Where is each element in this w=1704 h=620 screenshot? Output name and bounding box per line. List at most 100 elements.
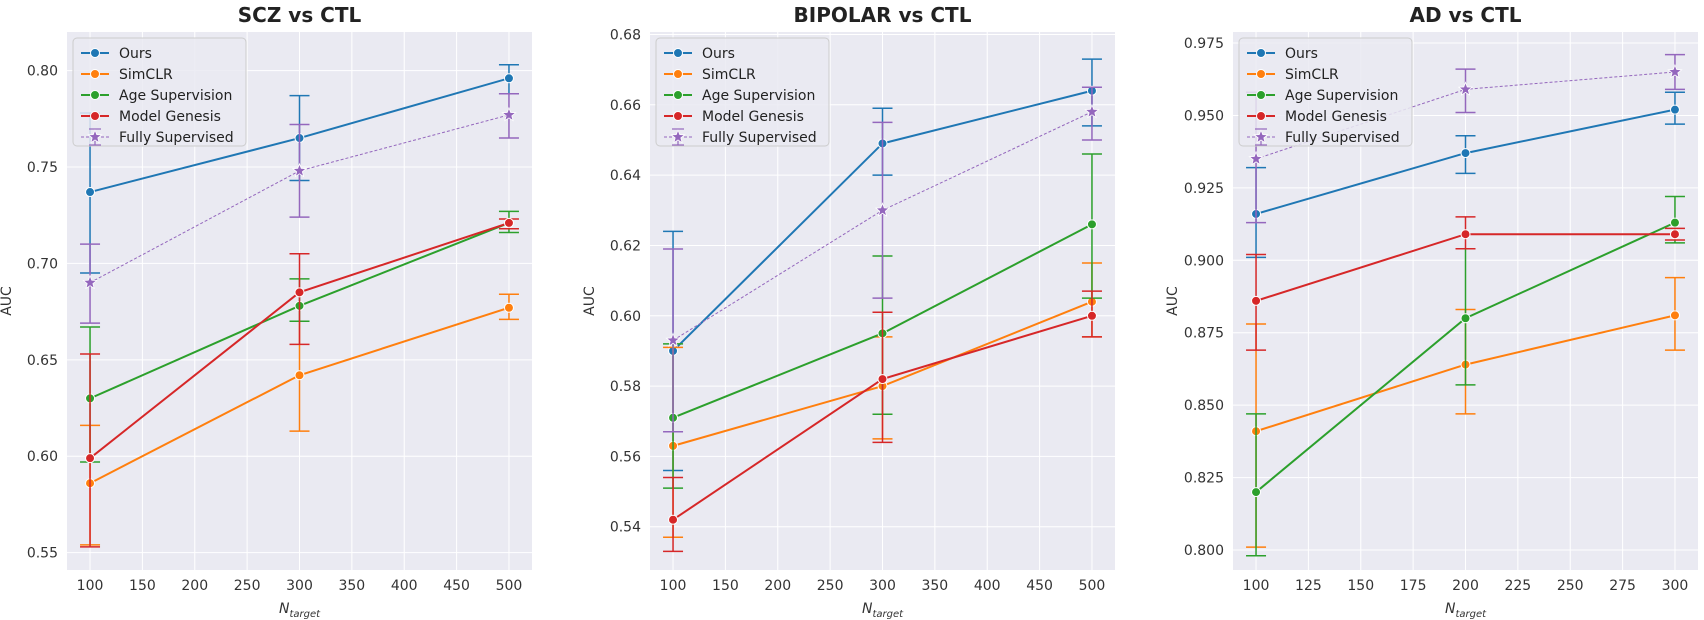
legend-item-fully-supervised: Fully Supervised: [1247, 128, 1400, 146]
legend-marker-age-supervision: [90, 90, 100, 100]
data-point-ours: [85, 187, 96, 198]
y-tick-label: 0.850: [1184, 398, 1224, 414]
legend-label-simclr: SimCLR: [119, 67, 173, 83]
data-point-age-supervision: [1460, 313, 1471, 324]
legend-marker-simclr: [90, 69, 100, 79]
legend-label-fully-supervised: Fully Supervised: [119, 130, 234, 146]
x-tick-label: 350: [338, 578, 365, 594]
legend-marker-age-supervision: [1256, 90, 1266, 100]
x-tick-label: 300: [869, 578, 896, 594]
x-tick-label: 350: [921, 578, 948, 594]
data-point-model-genesis: [1460, 229, 1471, 240]
legend-item-simclr: SimCLR: [664, 67, 756, 83]
data-point-fully-supervised: [501, 106, 517, 122]
x-tick-label: 250: [1557, 578, 1584, 594]
legend: Ours SimCLR Age Supervision Model Genesis Fu…: [655, 37, 830, 147]
legend-label-simclr: SimCLR: [1285, 67, 1339, 83]
y-tick-label: 0.825: [1184, 471, 1224, 487]
x-tick-label: 175: [1400, 578, 1427, 594]
y-tick-label: 0.58: [610, 379, 641, 395]
data-point-fully-supervised: [1667, 63, 1683, 79]
legend-label-model-genesis: Model Genesis: [1285, 109, 1387, 125]
legend-item-ours: Ours: [664, 46, 735, 62]
data-point-ours: [1669, 104, 1680, 115]
legend-item-model-genesis: Model Genesis: [1247, 109, 1387, 125]
x-tick-label: 125: [1295, 578, 1322, 594]
data-point-fully-supervised: [291, 162, 308, 178]
x-axis-label-main: N: [862, 601, 873, 617]
legend-marker-ours: [1256, 48, 1266, 58]
y-tick-label: 0.64: [610, 168, 641, 184]
chart-panel-1: 100 150 200 250 300 350 400 450 500 0.55 0.60 0.65 0…: [0, 3, 532, 620]
y-tick-label: 0.65: [27, 353, 58, 369]
x-axis-label-main: N: [1445, 601, 1456, 617]
legend-label-age-supervision: Age Supervision: [702, 88, 815, 104]
data-point-simclr: [1669, 310, 1680, 321]
legend-label-age-supervision: Age Supervision: [1285, 88, 1398, 104]
data-point-fully-supervised: [665, 332, 681, 347]
series-fully-supervised: [663, 86, 1102, 433]
x-tick-label: 200: [1452, 578, 1479, 594]
legend-item-age-supervision: Age Supervision: [664, 88, 815, 104]
legend-label-ours: Ours: [1285, 46, 1318, 62]
data-point-model-genesis: [1251, 295, 1262, 306]
legend-marker-fully-supervised: [670, 128, 686, 144]
y-tick-label: 0.68: [610, 27, 641, 43]
legend-item-age-supervision: Age Supervision: [1247, 88, 1398, 104]
x-tick-label: 150: [129, 578, 156, 594]
data-point-fully-supervised: [874, 202, 891, 217]
legend-marker-model-genesis: [90, 111, 100, 121]
legend-box: [1238, 37, 1413, 147]
y-tick-label: 0.54: [610, 520, 641, 536]
legend-item-fully-supervised: Fully Supervised: [81, 128, 234, 146]
y-tick-label: 0.80: [27, 64, 58, 80]
x-axis-label: Ntarget: [279, 601, 321, 620]
legend-marker-simclr: [673, 69, 683, 79]
y-tick-label: 0.900: [1184, 253, 1224, 269]
y-axis-label: AUC: [1165, 286, 1181, 316]
legend-label-ours: Ours: [119, 46, 152, 62]
series-model-genesis: [663, 290, 1102, 553]
y-tick-label: 0.925: [1184, 181, 1224, 197]
x-tick-label: 500: [1079, 578, 1106, 594]
y-tick-label: 0.66: [610, 98, 641, 114]
legend-label-fully-supervised: Fully Supervised: [1285, 130, 1400, 146]
series-fully-supervised: [80, 92, 519, 324]
data-point-model-genesis: [1086, 310, 1097, 321]
x-tick-label: 400: [391, 578, 418, 594]
chart-title: BIPOLAR vs CTL: [794, 3, 972, 27]
legend-item-model-genesis: Model Genesis: [81, 109, 221, 125]
legend-item-age-supervision: Age Supervision: [81, 88, 232, 104]
data-point-fully-supervised: [1248, 150, 1264, 166]
data-point-age-supervision: [1669, 217, 1680, 228]
data-point-age-supervision: [1251, 487, 1262, 498]
data-point-simclr: [503, 302, 514, 313]
x-tick-label: 450: [1026, 578, 1053, 594]
y-tick-label: 0.60: [27, 449, 58, 465]
legend-item-ours: Ours: [1247, 46, 1318, 62]
legend-label-model-genesis: Model Genesis: [119, 109, 221, 125]
legend-marker-model-genesis: [1256, 111, 1266, 121]
chart-panel-3: 100 125 150 175 200 225 250 275 300 0.800 0.825 0.8…: [1165, 3, 1698, 620]
y-tick-label: 0.800: [1184, 543, 1224, 559]
x-axis-label: Ntarget: [1445, 601, 1487, 620]
y-tick-label: 0.75: [27, 160, 58, 176]
y-tick-label: 0.56: [610, 449, 641, 465]
x-tick-label: 150: [712, 578, 739, 594]
x-tick-label: 300: [1662, 578, 1689, 594]
legend-item-fully-supervised: Fully Supervised: [664, 128, 817, 146]
legend-item-model-genesis: Model Genesis: [664, 109, 804, 125]
x-axis-label-subscript: target: [1455, 609, 1487, 620]
legend-marker-model-genesis: [673, 111, 683, 121]
data-point-simclr: [294, 370, 305, 381]
legend-label-ours: Ours: [702, 46, 735, 62]
legend-marker-fully-supervised: [1253, 128, 1269, 144]
y-axis-label: AUC: [582, 286, 598, 316]
y-tick-label: 0.975: [1184, 36, 1224, 52]
legend-label-model-genesis: Model Genesis: [702, 109, 804, 125]
data-point-model-genesis: [85, 453, 96, 464]
legend-marker-ours: [673, 48, 683, 58]
chart-title: AD vs CTL: [1409, 3, 1521, 27]
x-tick-label: 100: [660, 578, 687, 594]
